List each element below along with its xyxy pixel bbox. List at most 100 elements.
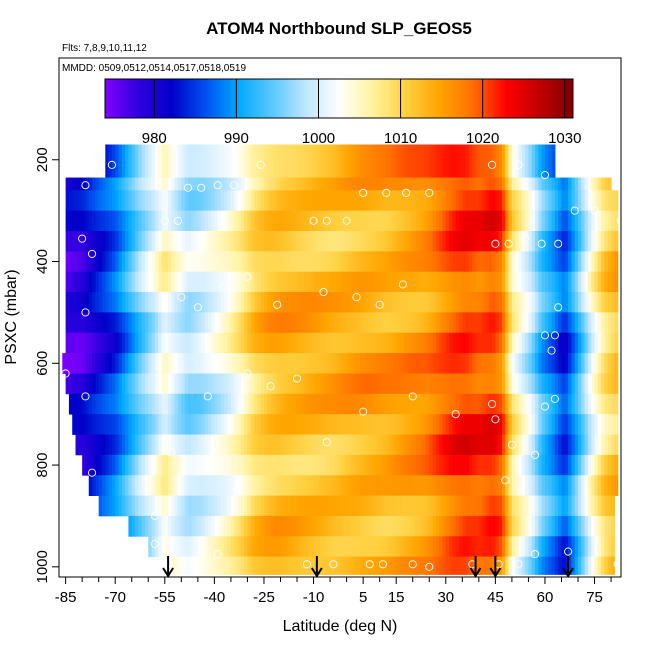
heatmap-cell	[369, 536, 374, 558]
heatmap-cell	[283, 177, 288, 191]
heatmap-cell	[125, 251, 130, 273]
heatmap-cell	[72, 393, 77, 415]
heatmap-cell	[472, 353, 477, 374]
heatmap-cell	[105, 373, 110, 395]
flight-marker	[564, 547, 573, 556]
heatmap-cell	[237, 190, 242, 212]
heatmap-cell	[197, 271, 202, 293]
heatmap-cell	[323, 251, 328, 273]
heatmap-cell	[561, 454, 566, 476]
heatmap-cell	[125, 292, 130, 313]
heatmap-cell	[75, 210, 80, 232]
heatmap-cell	[541, 210, 546, 232]
heatmap-cell	[465, 332, 470, 354]
heatmap-cell	[459, 271, 463, 293]
heatmap-cell	[548, 332, 553, 354]
heatmap-cell	[439, 231, 444, 252]
heatmap-cell	[293, 177, 298, 191]
y-tick-label: 400	[34, 249, 51, 274]
heatmap-cell	[518, 231, 523, 252]
heatmap-cell	[432, 210, 437, 232]
heatmap-cell	[340, 251, 344, 273]
heatmap-cell	[154, 332, 159, 354]
heatmap-cell	[326, 332, 331, 354]
heatmap-cell	[201, 231, 206, 252]
heatmap-cell	[108, 177, 113, 191]
heatmap-cell	[257, 312, 262, 334]
heatmap-cell	[263, 536, 268, 558]
heatmap-cell	[227, 414, 232, 435]
heatmap-cell	[204, 454, 209, 476]
heatmap-cell	[187, 210, 192, 232]
heatmap-cell	[505, 312, 510, 334]
heatmap-cell	[611, 312, 615, 334]
heatmap-cell	[214, 190, 219, 212]
heatmap-cell	[158, 251, 163, 273]
heatmap-cell	[501, 190, 506, 212]
heatmap-cell	[306, 271, 311, 293]
heatmap-cell	[551, 495, 556, 517]
heatmap-cell	[283, 495, 288, 517]
heatmap-cell	[478, 393, 483, 415]
heatmap-cell	[349, 251, 354, 273]
heatmap-cell	[326, 231, 331, 252]
heatmap-cell	[528, 515, 533, 537]
heatmap-cell	[611, 353, 615, 374]
heatmap-cell	[88, 292, 93, 313]
heatmap-cell	[201, 454, 206, 476]
heatmap-cell	[148, 414, 153, 435]
heatmap-cell	[356, 312, 361, 334]
heatmap-cell	[178, 495, 182, 517]
heatmap-cell	[564, 332, 569, 354]
heatmap-cell	[135, 144, 139, 178]
heatmap-cell	[250, 414, 255, 435]
heatmap-cell	[197, 332, 202, 354]
heatmap-cell	[449, 393, 453, 415]
heatmap-cell	[154, 414, 159, 435]
heatmap-cell	[300, 292, 305, 313]
heatmap-cell	[558, 536, 563, 558]
heatmap-cell	[260, 292, 265, 313]
heatmap-cell	[452, 556, 457, 575]
heatmap-cell	[551, 332, 556, 354]
heatmap-cell	[118, 271, 123, 293]
heatmap-cell	[230, 144, 235, 178]
heatmap-cell	[422, 556, 427, 575]
heatmap-cell	[230, 177, 235, 191]
heatmap-cell	[75, 271, 80, 293]
heatmap-cell	[111, 292, 116, 313]
heatmap-cell	[465, 373, 470, 395]
heatmap-cell	[244, 495, 249, 517]
heatmap-cell	[392, 373, 397, 395]
heatmap-cell	[141, 312, 146, 334]
heatmap-cell	[105, 231, 110, 252]
heatmap-cell	[465, 144, 470, 178]
heatmap-cell	[343, 251, 348, 273]
heatmap-cell	[290, 556, 295, 575]
heatmap-cell	[462, 495, 467, 517]
heatmap-cell	[449, 536, 453, 558]
heatmap-cell	[141, 292, 146, 313]
heatmap-cell	[353, 190, 358, 212]
heatmap-cell	[336, 373, 341, 395]
heatmap-cell	[151, 144, 156, 178]
heatmap-cell	[164, 190, 169, 212]
heatmap-cell	[197, 312, 202, 334]
heatmap-cell	[435, 556, 440, 575]
heatmap-cell	[531, 515, 536, 537]
heatmap-cell	[571, 454, 576, 476]
heatmap-cell	[121, 312, 126, 334]
heatmap-cell	[558, 332, 563, 354]
heatmap-cell	[78, 271, 83, 293]
heatmap-cell	[432, 556, 437, 575]
heatmap-cell	[138, 312, 143, 334]
heatmap-cell	[465, 393, 470, 415]
heatmap-cell	[244, 475, 249, 496]
flight-marker	[590, 206, 599, 215]
heatmap-cell	[578, 434, 582, 456]
heatmap-cell	[214, 393, 219, 415]
heatmap-cell	[379, 495, 384, 517]
heatmap-cell	[363, 454, 368, 476]
heatmap-cell	[217, 144, 222, 178]
heatmap-cell	[432, 271, 437, 293]
